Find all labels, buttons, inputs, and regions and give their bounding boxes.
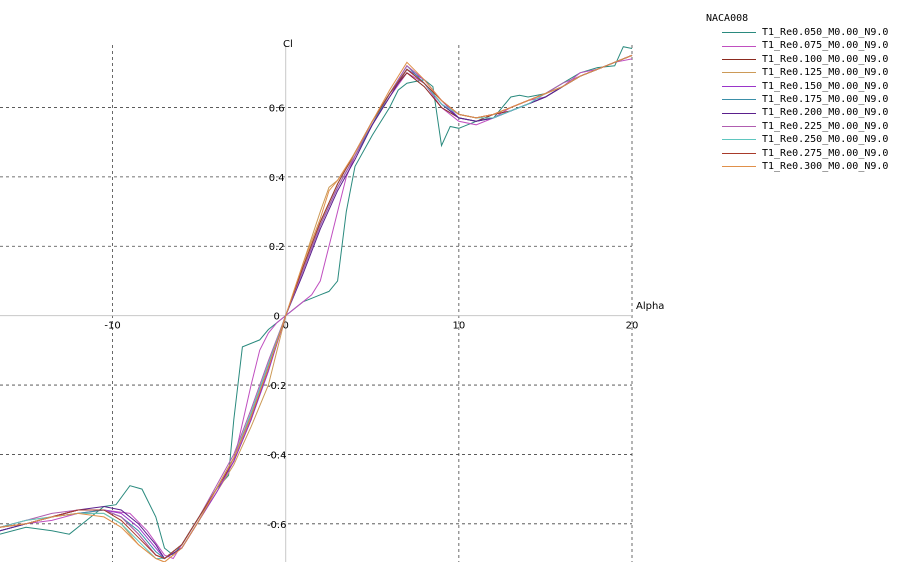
- legend-swatch: [722, 72, 756, 74]
- x-tick-label: 20: [626, 321, 639, 332]
- legend-entry: T1_Re0.300_M0.00_N9.0: [706, 160, 888, 173]
- grid-lines: [0, 45, 633, 562]
- y-tick-label: -0.6: [267, 520, 287, 531]
- legend-swatch: [722, 139, 756, 141]
- legend-title: NACA008: [706, 13, 749, 24]
- legend-entry: T1_Re0.125_M0.00_N9.0: [706, 66, 888, 79]
- legend-label: T1_Re0.050_M0.00_N9.0: [762, 27, 889, 38]
- legend-entry: T1_Re0.200_M0.00_N9.0: [706, 106, 888, 119]
- legend-swatch: [722, 99, 756, 101]
- series-line: [0, 58, 633, 560]
- series-line: [0, 54, 633, 559]
- series-curves: [0, 46, 633, 562]
- x-tick-label: 0: [283, 321, 289, 332]
- x-tick-label: 10: [452, 321, 465, 332]
- legend-label: T1_Re0.075_M0.00_N9.0: [762, 40, 889, 52]
- y-tick-label: 0.4: [269, 173, 285, 184]
- legend: NACA008 T1_Re0.050_M0.00_N9.0 T1_Re0.075_…: [706, 12, 888, 173]
- x-tick-label: -10: [104, 321, 120, 332]
- legend-entry: T1_Re0.225_M0.00_N9.0: [706, 120, 888, 133]
- legend-label: T1_Re0.300_M0.00_N9.0: [762, 160, 889, 172]
- legend-entry: T1_Re0.175_M0.00_N9.0: [706, 93, 888, 106]
- legend-swatch: [722, 45, 756, 47]
- legend-swatch: [722, 152, 756, 154]
- y-axis-label: Cl: [283, 39, 293, 50]
- legend-entry: T1_Re0.250_M0.00_N9.0: [706, 133, 888, 146]
- legend-swatch: [722, 125, 756, 127]
- legend-label: T1_Re0.100_M0.00_N9.0: [762, 53, 889, 65]
- series-line: [0, 54, 633, 560]
- y-tick-label: 0.2: [269, 242, 285, 253]
- legend-label: T1_Re0.125_M0.00_N9.0: [762, 67, 889, 79]
- y-tick-label: 0: [274, 312, 280, 323]
- legend-swatch: [722, 112, 756, 114]
- legend-swatch: [722, 85, 756, 87]
- y-tick-label: -0.4: [267, 450, 287, 461]
- legend-label: T1_Re0.275_M0.00_N9.0: [762, 147, 889, 159]
- legend-label: T1_Re0.250_M0.00_N9.0: [762, 134, 889, 146]
- legend-label: T1_Re0.200_M0.00_N9.0: [762, 107, 889, 119]
- legend-entries: T1_Re0.050_M0.00_N9.0 T1_Re0.075_M0.00_N9…: [706, 26, 888, 173]
- legend-entry: T1_Re0.275_M0.00_N9.0: [706, 147, 888, 160]
- y-tick-label: -0.2: [267, 381, 287, 392]
- legend-entry: T1_Re0.075_M0.00_N9.0: [706, 39, 888, 52]
- legend-entry: T1_Re0.050_M0.00_N9.0: [706, 26, 888, 39]
- x-axis-label: Alpha: [636, 301, 664, 312]
- legend-label: T1_Re0.150_M0.00_N9.0: [762, 80, 889, 92]
- series-line: [0, 54, 633, 560]
- series-line: [0, 54, 633, 560]
- series-line: [0, 46, 633, 556]
- legend-label: T1_Re0.225_M0.00_N9.0: [762, 120, 889, 132]
- series-line: [0, 54, 633, 560]
- legend-entry: T1_Re0.100_M0.00_N9.0: [706, 53, 888, 66]
- series-line: [0, 54, 633, 562]
- legend-swatch: [722, 58, 756, 60]
- series-line: [0, 54, 633, 562]
- legend-label: T1_Re0.175_M0.00_N9.0: [762, 93, 889, 105]
- series-line: [0, 54, 633, 560]
- legend-entry: T1_Re0.150_M0.00_N9.0: [706, 80, 888, 93]
- tick-labels: -10 0 10 20 -0.6 -0.4 -0.2 0 0.2 0.4 0.6: [104, 103, 638, 530]
- y-tick-label: 0.6: [269, 103, 285, 114]
- legend-swatch: [722, 32, 756, 34]
- legend-swatch: [722, 166, 756, 168]
- axes: [0, 45, 632, 562]
- series-line: [0, 54, 633, 560]
